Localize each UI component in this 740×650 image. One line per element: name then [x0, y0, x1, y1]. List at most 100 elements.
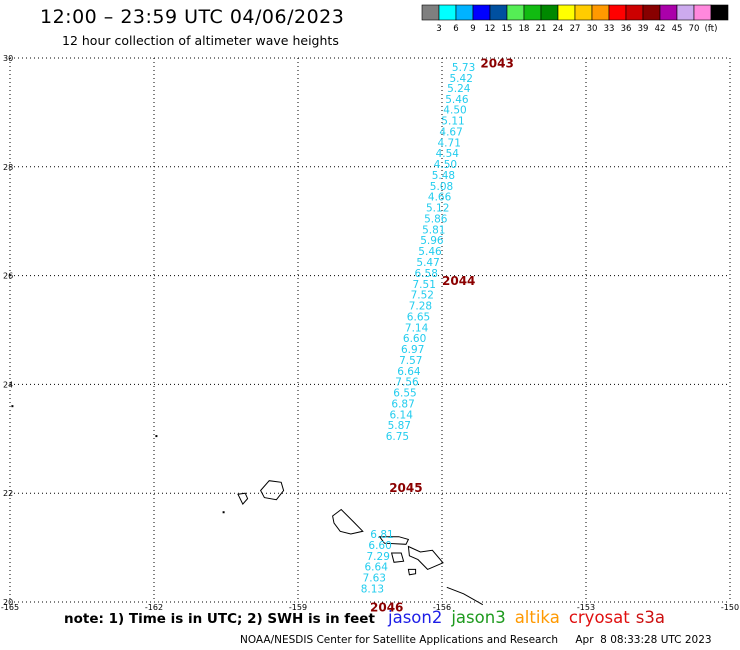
swh-data-label: 6.64: [397, 366, 421, 378]
colorbar-label: 6: [453, 24, 458, 34]
colorbar-swatch: [693, 4, 712, 21]
island-hawaii: [446, 586, 484, 606]
y-tick-label: 28: [3, 163, 13, 172]
swh-data-label: 6.75: [386, 431, 409, 443]
mission-cryosat: cryosat: [568, 608, 630, 627]
swh-data-label: 5.87: [388, 420, 411, 432]
swh-data-label: 7.57: [399, 355, 422, 367]
island-oahu: [332, 508, 364, 535]
y-tick-label: 26: [3, 272, 13, 281]
swh-data-label: 4.50: [434, 159, 457, 171]
colorbar-swatch: [438, 4, 457, 21]
swh-data-label: 5.47: [416, 257, 439, 269]
mission-s3a: s3a: [635, 608, 665, 627]
colorbar-label: 30: [587, 24, 598, 34]
colorbar-label: 18: [519, 24, 530, 34]
island-niihau: [237, 492, 249, 505]
colorbar-label: 45: [672, 24, 683, 34]
swh-data-label: 6.97: [401, 344, 424, 356]
colorbar-label: 36: [621, 24, 632, 34]
swh-data-label: 7.63: [363, 573, 386, 585]
x-tick-label: -150: [721, 603, 739, 612]
colorbar-label: 27: [570, 24, 581, 34]
swh-data-label: 8.13: [361, 583, 384, 595]
colorbar-swatch: [421, 4, 440, 21]
chart-subtitle: 12 hour collection of altimeter wave hei…: [62, 33, 339, 48]
swh-data-label: 5.11: [441, 116, 464, 128]
footer-note: note: 1) Time is in UTC; 2) SWH is in fe…: [64, 611, 375, 627]
x-tick-label: -153: [577, 603, 595, 612]
swh-data-label: 7.52: [411, 290, 434, 302]
swh-data-label: 7.51: [413, 279, 436, 291]
x-tick-label: -162: [145, 603, 163, 612]
swh-data-label: 6.87: [391, 398, 414, 410]
island-kaula: [222, 511, 225, 514]
swh-data-label: 5.86: [424, 214, 448, 226]
colorbar-label: 33: [604, 24, 615, 34]
colorbar-swatch: [540, 4, 559, 21]
footer-credit-line: NOAA/NESDIS Center for Satellite Applica…: [240, 634, 712, 646]
y-tick-label: 24: [3, 380, 13, 389]
swh-data-label: 4.71: [438, 137, 461, 149]
swh-data-label: 4.54: [436, 148, 460, 160]
chart-title: 12:00 – 23:59 UTC 04/06/2023: [40, 6, 345, 28]
swh-data-label: 6.81: [370, 529, 393, 541]
island-maui: [407, 545, 444, 570]
island-kauai: [259, 480, 285, 501]
colorbar-label: 24: [553, 24, 564, 34]
swh-data-label: 5.42: [450, 73, 473, 85]
colorbar-label: 9: [470, 24, 475, 34]
colorbar-swatch: [625, 4, 644, 21]
timestamp-text: Apr 8 08:33:28 UTC 2023: [575, 634, 712, 646]
x-tick-label: -156: [433, 603, 451, 612]
x-tick-label: -159: [289, 603, 307, 612]
y-tick-label: 30: [3, 54, 13, 63]
swh-data-label: 7.29: [367, 551, 390, 563]
colorbar-swatch: [523, 4, 542, 21]
swh-data-label: 4.67: [439, 126, 462, 138]
swh-data-label: 5.46: [445, 94, 469, 106]
island-nihoa: [11, 405, 14, 408]
swh-data-label: 6.14: [390, 409, 414, 421]
pass-number-label: 2043: [480, 56, 513, 70]
swh-data-label: 7.28: [409, 301, 432, 313]
colorbar-swatch: [710, 4, 729, 21]
colorbar-swatch: [472, 4, 491, 21]
swh-data-label: 5.48: [432, 170, 455, 182]
colorbar-swatch: [506, 4, 525, 21]
pass-number-label: 2044: [442, 274, 475, 288]
colorbar-label: (ft): [705, 24, 718, 34]
swh-data-label: 6.58: [415, 268, 438, 280]
swh-data-label: 5.73: [452, 62, 475, 74]
swh-data-label: 5.24: [447, 83, 471, 95]
swh-data-label: 6.65: [407, 311, 430, 323]
island-necker: [155, 435, 158, 438]
swh-data-label: 6.60: [368, 540, 391, 552]
swh-data-label: 6.64: [365, 562, 389, 574]
mission-jason2: jason2: [388, 608, 443, 627]
colorbar-swatch: [591, 4, 610, 21]
swh-data-label: 4.50: [443, 105, 466, 117]
swh-data-label: 5.96: [420, 235, 444, 247]
colorbar-swatch: [455, 4, 474, 21]
island-kahoolawe: [407, 568, 417, 576]
mission-legend: jason2 jason3 altika cryosat s3a: [388, 608, 674, 627]
swh-data-label: 5.08: [430, 181, 453, 193]
swh-data-label: 7.56: [395, 377, 419, 389]
swh-data-label: 6.60: [403, 333, 426, 345]
island-lanai: [390, 552, 405, 563]
swh-data-label: 5.46: [418, 246, 442, 258]
y-tick-label: 20: [3, 598, 13, 607]
colorbar-label: 21: [536, 24, 547, 34]
colorbar-swatch: [489, 4, 508, 21]
pass-number-label: 2045: [389, 481, 422, 495]
colorbar-label: 39: [638, 24, 649, 34]
swh-data-label: 5.12: [426, 203, 449, 215]
colorbar-label: 15: [502, 24, 513, 34]
colorbar-swatch: [659, 4, 678, 21]
swh-data-label: 5.81: [422, 224, 445, 236]
colorbar-swatch: [676, 4, 695, 21]
x-tick-label: -165: [1, 603, 19, 612]
colorbar-label: 3: [436, 24, 441, 34]
